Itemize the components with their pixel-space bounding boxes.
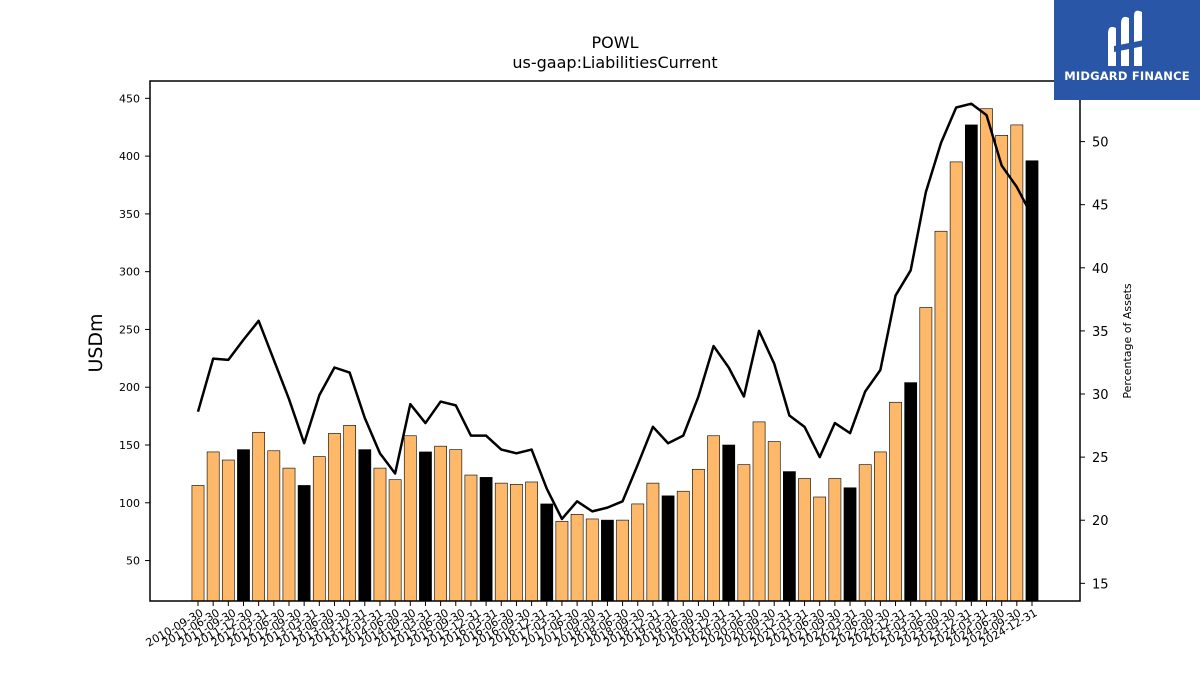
- brand-name: MIDGARD FINANCE: [1064, 69, 1190, 83]
- y-tick-label: 250: [119, 323, 140, 336]
- y-tick-label: 100: [119, 497, 140, 510]
- bar-2014-03-31: [403, 435, 417, 602]
- bar-2019-12-31: [752, 421, 766, 602]
- bar-2022-09-30: [919, 307, 933, 602]
- bar-series: [191, 108, 1039, 602]
- line-series: [196, 102, 1034, 521]
- bar-2022-12-31: [934, 230, 948, 602]
- bar-2013-03-31: [343, 425, 357, 602]
- y2-tick-label: 30: [1092, 388, 1109, 403]
- y2-tick-label: 45: [1092, 199, 1109, 214]
- y2-tick-label: 15: [1092, 577, 1109, 592]
- bar-2015-06-30: [479, 477, 493, 602]
- bar-2016-12-31: [570, 514, 584, 602]
- bar-2023-09-30: [980, 108, 993, 602]
- bar-2021-03-31: [828, 478, 842, 602]
- bar-2011-09-30: [252, 431, 266, 602]
- y2-tick-label: 40: [1092, 262, 1109, 277]
- bar-2013-09-30: [373, 467, 387, 602]
- bar-2014-06-30: [419, 451, 432, 602]
- bar-2011-12-31: [267, 450, 281, 602]
- right-axis-ticks: 15 20 25 30 35 40 45 50: [1080, 136, 1109, 592]
- bar-2010-09-30: [191, 485, 205, 602]
- bar-2010-12-31: [206, 451, 220, 602]
- bar-2022-06-30: [904, 382, 918, 602]
- bar-2021-06-30: [843, 487, 857, 602]
- bar-2018-06-30: [661, 495, 675, 602]
- bar-2012-03-31: [282, 467, 296, 602]
- bar-2023-06-30: [964, 124, 978, 602]
- bar-2021-09-30: [858, 464, 872, 602]
- bar-2013-06-30: [358, 449, 372, 602]
- bar-2012-09-30: [312, 456, 326, 602]
- bar-2017-03-31: [585, 518, 599, 602]
- bar-2018-09-30: [676, 490, 690, 602]
- y2-tick-label: 20: [1092, 514, 1109, 529]
- pct-assets-line: [196, 102, 1034, 521]
- bar-2019-03-31: [707, 435, 720, 602]
- bar-2014-12-31: [449, 449, 463, 602]
- bar-2020-03-31: [767, 441, 781, 602]
- bar-2013-12-31: [388, 479, 402, 602]
- bar-2020-06-30: [783, 471, 796, 602]
- y-axis-label: USDm: [85, 313, 107, 372]
- y-tick-label: 50: [126, 555, 140, 568]
- y2-axis-label: Percentage of Assets: [1121, 283, 1134, 399]
- y-tick-label: 400: [119, 150, 140, 163]
- y-tick-label: 150: [119, 439, 140, 452]
- bar-2018-12-31: [692, 468, 705, 602]
- y2-tick-label: 35: [1092, 325, 1109, 340]
- y-tick-label: 450: [119, 92, 140, 105]
- y2-tick-label: 25: [1092, 451, 1109, 466]
- bar-2015-03-31: [464, 474, 478, 602]
- y-tick-label: 200: [119, 381, 140, 394]
- bar-2011-06-30: [237, 449, 250, 602]
- x-axis-ticks: 2010-09-302011-06-302011-09-302011-12-30…: [144, 601, 1040, 650]
- y2-tick-label: 50: [1092, 136, 1109, 151]
- brand-mark-icon: [1108, 10, 1144, 67]
- bar-2015-12-31: [510, 483, 523, 602]
- bar-2022-03-31: [889, 401, 902, 602]
- bar-2023-03-31: [949, 161, 963, 602]
- bar-2015-09-30: [494, 482, 508, 602]
- bar-2019-06-30: [722, 444, 736, 602]
- bar-2017-06-30: [601, 519, 614, 602]
- bar-2011-03-31: [221, 459, 235, 602]
- bar-2014-09-30: [434, 445, 447, 602]
- bar-2018-03-31: [646, 482, 660, 602]
- bar-2017-09-30: [616, 519, 629, 602]
- bar-2019-09-30: [737, 464, 751, 602]
- bar-2023-12-31: [995, 135, 1009, 602]
- chart-title: POWL: [592, 33, 639, 52]
- y-tick-label: 350: [119, 208, 140, 221]
- bar-2020-12-31: [813, 496, 827, 602]
- chart-subtitle: us-gaap:LiabilitiesCurrent: [512, 53, 717, 72]
- bar-2021-12-31: [873, 451, 887, 602]
- bar-2016-09-30: [555, 520, 569, 602]
- bar-2017-12-31: [631, 503, 645, 602]
- y-tick-label: 300: [119, 266, 140, 279]
- bar-2012-06-30: [297, 485, 311, 602]
- bar-2012-12-31: [328, 433, 341, 602]
- left-axis-ticks: 50 100 150 200 250 300 350 400 450: [119, 92, 150, 568]
- bar-2016-06-30: [540, 503, 554, 602]
- bar-2020-09-30: [798, 478, 811, 602]
- brand-logo: MIDGARD FINANCE: [1054, 0, 1200, 100]
- plot-frame: [149, 80, 1081, 602]
- bar-2016-03-31: [525, 481, 538, 602]
- bar-2024-06-30: [1025, 160, 1039, 602]
